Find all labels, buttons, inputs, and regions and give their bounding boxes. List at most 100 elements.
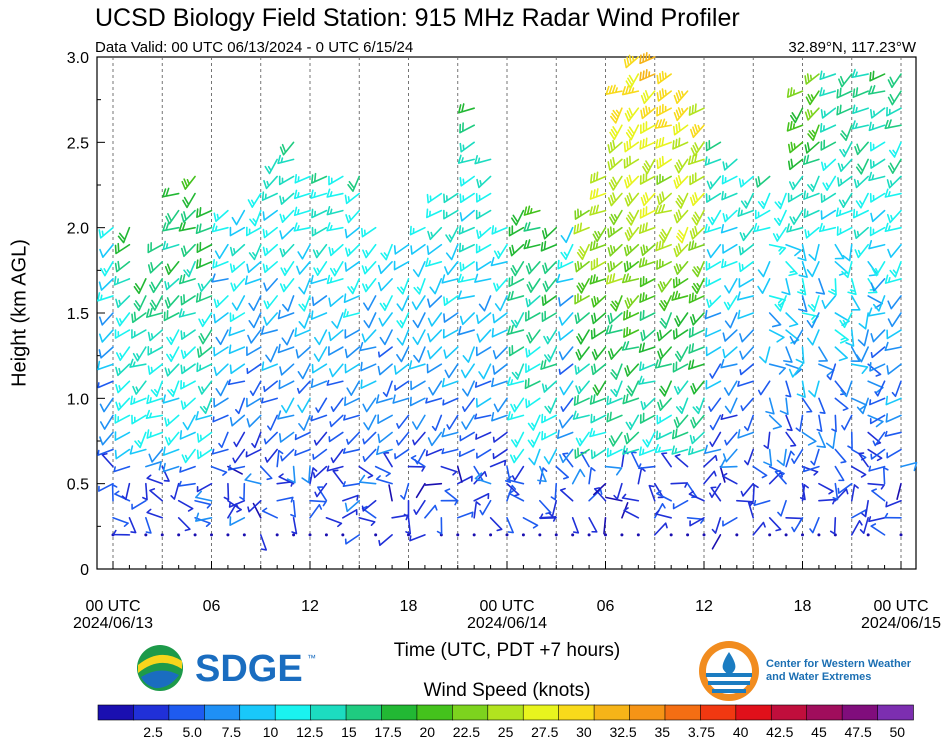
wind-barb xyxy=(621,493,640,502)
wind-barb xyxy=(229,516,246,526)
wind-barb xyxy=(493,243,508,260)
wind-barb xyxy=(278,175,295,186)
wind-barb xyxy=(229,414,246,427)
cw3e-logo-wave-2 xyxy=(708,681,750,685)
wind-barb xyxy=(178,221,196,232)
wind-barb xyxy=(574,208,590,220)
wind-barb xyxy=(639,361,656,372)
wind-barb xyxy=(785,260,798,277)
wind-barb xyxy=(196,207,213,218)
wind-barb xyxy=(757,260,771,278)
wind-barb xyxy=(330,397,344,413)
calm-dot xyxy=(341,533,345,537)
wind-barb xyxy=(264,448,278,463)
wind-barb xyxy=(149,295,164,311)
wind-barb xyxy=(541,380,558,393)
wind-barb xyxy=(445,226,459,243)
wind-barb xyxy=(462,346,475,363)
wind-barb xyxy=(804,226,820,239)
wind-barb xyxy=(704,444,722,455)
wind-barb xyxy=(870,448,886,460)
wind-barb xyxy=(194,516,211,528)
wind-barb xyxy=(884,274,902,284)
wind-barb xyxy=(227,379,246,386)
wind-barb xyxy=(816,414,823,432)
wind-barb xyxy=(786,120,804,132)
wind-barb xyxy=(199,397,213,415)
wind-barb xyxy=(691,278,705,295)
wind-barb xyxy=(239,482,246,501)
wind-barb xyxy=(747,501,755,519)
wind-barb xyxy=(802,154,820,166)
wind-barb xyxy=(313,346,328,362)
wind-barb xyxy=(774,192,787,210)
wind-barb xyxy=(640,90,656,105)
wind-barb xyxy=(592,380,607,396)
wind-barb xyxy=(414,448,426,465)
cw3e-logo-line-2: and Water Extremes xyxy=(766,671,871,683)
wind-barb xyxy=(310,189,328,199)
wind-barb xyxy=(213,397,229,408)
wind-barb xyxy=(294,448,311,457)
wind-barb xyxy=(476,329,492,343)
wind-barb xyxy=(542,278,558,293)
wind-barb xyxy=(180,346,196,360)
calm-dot xyxy=(899,533,903,537)
wind-barb xyxy=(197,278,213,293)
wind-barb xyxy=(606,411,623,423)
wind-barb xyxy=(396,278,410,295)
wind-barb xyxy=(689,225,705,240)
wind-barb xyxy=(610,295,623,312)
wind-barb xyxy=(657,346,672,360)
wind-barb xyxy=(655,430,672,441)
wind-barb xyxy=(834,329,849,344)
calm-dot xyxy=(456,533,460,537)
x-tick-label: 18 xyxy=(794,598,812,615)
wind-barb xyxy=(312,243,328,259)
wind-barb xyxy=(134,431,147,449)
calm-dot xyxy=(177,533,181,537)
wind-barb xyxy=(265,346,278,363)
wind-barb xyxy=(851,68,869,79)
wind-barb xyxy=(309,504,323,519)
wind-barb xyxy=(818,363,835,377)
wind-barb xyxy=(361,278,377,293)
wind-barb xyxy=(689,192,705,207)
wind-barb xyxy=(507,324,525,336)
wind-barb xyxy=(867,278,878,294)
wind-barb xyxy=(458,225,475,235)
wind-barb xyxy=(491,377,508,388)
wind-barb xyxy=(559,380,574,396)
wind-barb xyxy=(361,260,377,275)
wind-barb xyxy=(818,397,826,414)
wind-barb xyxy=(114,448,131,460)
wind-barb xyxy=(278,431,295,443)
wind-barb xyxy=(886,106,902,117)
wind-barb xyxy=(573,394,590,406)
calm-dot xyxy=(242,533,246,537)
wind-barb xyxy=(591,312,607,325)
wind-barb xyxy=(230,278,246,292)
wind-barb xyxy=(459,312,475,326)
wind-barb xyxy=(722,516,738,527)
wind-barb xyxy=(836,104,853,116)
wind-barb xyxy=(511,465,525,481)
wind-barb xyxy=(149,278,164,294)
colorbar-tick-label: 47.5 xyxy=(845,724,872,740)
wind-barb xyxy=(377,414,393,424)
wind-barb xyxy=(706,243,722,259)
wind-barb xyxy=(574,293,590,305)
wind-barb xyxy=(147,345,164,356)
wind-barb xyxy=(179,430,196,440)
wind-barb xyxy=(394,448,410,460)
wind-barb xyxy=(820,209,837,220)
wind-barb xyxy=(885,413,902,423)
wind-barb xyxy=(129,445,147,455)
wind-barb xyxy=(740,192,755,209)
wind-barb xyxy=(706,175,722,190)
wind-barb xyxy=(739,346,755,360)
wind-barb xyxy=(621,84,640,96)
wind-barb xyxy=(459,192,475,204)
wind-barb xyxy=(606,395,623,406)
wind-barb xyxy=(640,329,656,342)
